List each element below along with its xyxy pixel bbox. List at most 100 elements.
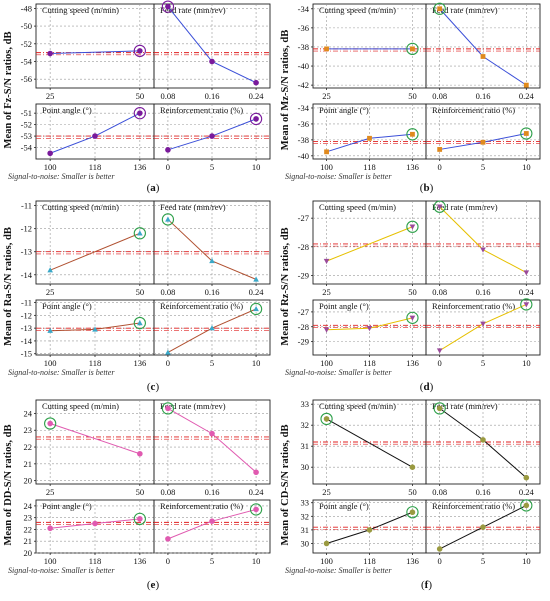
y-tick-label: -28 <box>298 242 309 252</box>
data-point <box>437 6 443 12</box>
x-tick-label: 136 <box>406 162 419 172</box>
optimal-level-ring <box>406 220 419 233</box>
y-tick-label: 33 <box>301 399 310 409</box>
subplot-title: Cutting speed (m/min) <box>42 202 119 212</box>
data-point <box>480 321 486 327</box>
data-point <box>410 46 415 52</box>
optimal-level-ring <box>406 42 419 56</box>
y-tick-label: -13 <box>21 247 32 257</box>
data-point <box>323 540 330 547</box>
y-axis-label: Mean of Rz-S/N ratios, dB <box>280 227 291 345</box>
panel-letter: (e) <box>147 579 160 591</box>
subplot-frame <box>35 200 155 285</box>
data-point <box>253 506 259 513</box>
y-tick-label: -34 <box>298 4 310 14</box>
x-tick-label: 100 <box>44 556 57 566</box>
x-tick-label: 50 <box>136 487 145 497</box>
optimal-level-ring <box>406 506 419 519</box>
data-point <box>480 54 486 59</box>
subplot-title: Cutting speed (m/min) <box>42 401 119 411</box>
optimal-level-ring <box>433 200 446 213</box>
y-tick-label: 32 <box>301 511 310 521</box>
x-tick-label: 0.16 <box>476 287 491 297</box>
data-point <box>523 82 529 88</box>
subplot-feed-rate: Feed rate (mm/rev) 0.08 0.16 0.24 <box>153 0 271 101</box>
subplot-title: Feed rate (mm/rev) <box>160 5 226 15</box>
data-point <box>137 516 143 522</box>
subplot-cutting-speed: Cutting speed (m/min) 25 50 -48 -50 -52 -54 -56 <box>21 3 155 101</box>
optimal-level-ring <box>520 127 533 140</box>
x-tick-label: 10 <box>252 162 261 172</box>
y-axis-label: Mean of Fz-S/N ratios, dB <box>3 32 14 149</box>
data-point <box>137 110 143 116</box>
x-tick-label: 0.24 <box>519 487 535 497</box>
data-point <box>47 150 53 157</box>
panel-letter: (c) <box>147 381 160 393</box>
x-tick-label: 118 <box>89 162 101 172</box>
x-tick-label: 100 <box>320 556 333 566</box>
subplot-feed-rate: Feed rate (mm/rev) 0.08 0.16 0.24 <box>425 399 541 497</box>
data-point <box>209 257 215 264</box>
data-point <box>209 133 215 139</box>
y-tick-label: 23 <box>24 425 33 435</box>
data-point <box>165 405 171 412</box>
subplot-feed-rate: Feed rate (mm/rev) 0.08 0.16 0.24 <box>153 399 271 497</box>
subplot-cutting-speed: Cutting speed (m/min) 25 50 -11 -12 -13 -14 <box>21 200 155 297</box>
y-tick-label: -52 <box>21 120 32 130</box>
data-point <box>253 469 259 476</box>
x-tick-label: 50 <box>136 287 145 297</box>
figure-note: Signal-to-noise: Smaller is better <box>8 172 115 181</box>
y-axis-label: Mean of DD-S/N ratios, dB <box>3 424 14 545</box>
x-tick-label: 10 <box>252 556 261 566</box>
series-line <box>326 418 413 468</box>
x-tick-label: 0.08 <box>432 287 447 297</box>
y-tick-label: 31 <box>301 441 310 451</box>
subplot-title: Cutting speed (m/min) <box>42 5 119 15</box>
y-tick-label: -50 <box>21 21 32 31</box>
data-point <box>137 48 143 54</box>
y-axis-label: Mean of CD-S/N ratios, dB <box>280 424 291 545</box>
y-tick-label: -53 <box>21 131 32 141</box>
data-point <box>367 135 372 141</box>
y-tick-label: -14 <box>21 336 33 346</box>
y-tick-label: -51 <box>21 108 32 118</box>
y-tick-label: 21 <box>24 536 33 546</box>
optimal-level-ring <box>133 316 146 330</box>
optimal-level-ring <box>161 0 175 13</box>
subplot-reinforcement-ratio: Reinforcement ratio (%) 0 5 10 <box>425 298 541 368</box>
data-point <box>436 204 443 210</box>
data-point <box>92 326 98 332</box>
data-point <box>165 216 171 222</box>
y-tick-label: 31 <box>301 525 310 535</box>
subplot-title: Reinforcement ratio (%) <box>160 501 243 511</box>
subplot-cutting-speed: Cutting speed (m/min) 25 50 20 21 22 23 24 <box>24 399 155 497</box>
data-point <box>409 464 416 471</box>
subplot-cutting-speed: Cutting speed (m/min) 25 50 30 31 32 33 <box>301 399 427 497</box>
subplot-title: Feed rate (mm/rev) <box>160 401 226 411</box>
x-tick-label: 0.24 <box>249 287 265 297</box>
data-point <box>323 327 330 333</box>
data-point <box>253 305 259 312</box>
subplot-feed-rate: Feed rate (mm/rev) 0.08 0.16 0.24 <box>425 2 541 101</box>
x-tick-label: 100 <box>44 162 57 172</box>
subplot-title: Reinforcement ratio (%) <box>432 501 515 511</box>
x-tick-label: 0.08 <box>160 487 175 497</box>
data-point <box>253 116 259 122</box>
optimal-level-ring <box>320 412 333 426</box>
data-point <box>165 536 171 542</box>
series-line <box>49 232 141 271</box>
x-tick-label: 5 <box>481 358 485 368</box>
y-tick-label: -40 <box>298 151 309 161</box>
panel-letter: (b) <box>420 182 434 194</box>
y-axis-label: Mean of Mz-S/N ratios, dB <box>280 30 291 150</box>
x-tick-label: 5 <box>210 358 214 368</box>
subplot-title: Cutting speed (m/min) <box>319 202 396 212</box>
subplot-reinforcement-ratio: Reinforcement ratio (%) 0 5 10 <box>425 103 541 172</box>
subplot-title: Reinforcement ratio (%) <box>160 105 243 115</box>
subplot-frame <box>35 399 155 485</box>
subplot-title: Cutting speed (m/min) <box>319 5 396 15</box>
data-point <box>324 149 329 155</box>
y-tick-label: -11 <box>21 201 32 211</box>
